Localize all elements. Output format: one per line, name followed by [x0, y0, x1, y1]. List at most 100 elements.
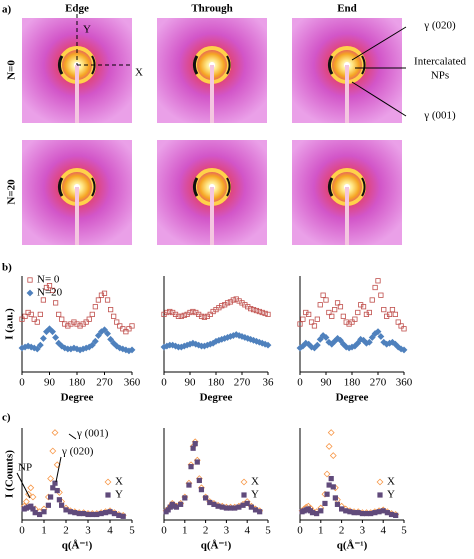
data-point — [389, 306, 396, 313]
data-point — [48, 494, 54, 500]
data-point — [201, 314, 208, 320]
annotation: γ (001) — [423, 110, 456, 122]
data-point — [211, 501, 217, 507]
data-point — [34, 319, 40, 325]
data-point — [190, 445, 196, 451]
data-point — [51, 429, 59, 437]
data-point — [368, 334, 376, 341]
row-label: N=0 — [6, 60, 18, 80]
x-tick-label: 0 — [19, 525, 25, 537]
data-point — [101, 290, 108, 296]
data-point — [374, 328, 382, 336]
annotation: NPs — [431, 70, 449, 82]
data-point — [326, 482, 332, 488]
data-point — [400, 346, 408, 354]
x-tick-label: 1 — [41, 525, 47, 537]
data-point — [332, 495, 338, 501]
data-point — [81, 510, 87, 517]
data-point — [248, 306, 254, 312]
data-point — [187, 309, 193, 316]
data-point — [314, 510, 320, 517]
data-point — [173, 504, 180, 510]
data-point — [89, 511, 95, 518]
data-point — [332, 306, 338, 313]
data-point — [67, 509, 73, 515]
data-point — [325, 442, 333, 450]
data-point — [54, 487, 60, 494]
x-tick-label: 0 — [297, 377, 303, 389]
data-point — [126, 326, 132, 332]
pattern-image — [22, 140, 132, 245]
data-point — [36, 341, 44, 349]
data-point — [178, 313, 184, 319]
panel-label: b) — [2, 262, 12, 274]
data-point — [91, 337, 99, 345]
data-point — [202, 495, 209, 501]
data-point — [188, 464, 194, 470]
data-point — [33, 345, 41, 353]
data-point — [116, 512, 122, 519]
data-point — [117, 323, 123, 329]
legend-label: N=20 — [37, 287, 63, 299]
data-point — [167, 308, 173, 315]
data-point — [120, 513, 126, 519]
data-point — [369, 297, 375, 303]
data-point — [329, 313, 335, 319]
data-point — [114, 319, 120, 325]
data-point — [325, 338, 333, 346]
data-point — [29, 493, 37, 501]
panel-label: a) — [2, 4, 12, 16]
x-axis-label: Degree — [61, 392, 94, 404]
panel-label: c) — [2, 412, 11, 424]
data-point — [314, 316, 320, 322]
data-point — [308, 319, 315, 325]
x-axis-label: q(Å⁻¹) — [337, 540, 368, 552]
data-point — [22, 498, 30, 506]
x-tick-label: 5 — [129, 525, 135, 537]
data-point — [326, 309, 332, 316]
legend-swatch — [377, 492, 383, 498]
data-point — [300, 316, 306, 322]
data-point — [252, 507, 259, 513]
data-point — [363, 510, 370, 517]
legend-label: Y — [387, 489, 395, 501]
data-point — [250, 306, 257, 313]
data-point — [94, 332, 102, 339]
data-point — [95, 297, 101, 303]
data-point — [323, 470, 331, 478]
legend-swatch — [105, 492, 111, 498]
data-point — [92, 304, 98, 310]
data-point — [327, 429, 335, 437]
annotation: Intercalated — [414, 56, 466, 68]
x-tick-label: 0 — [297, 525, 303, 537]
data-point — [72, 510, 78, 516]
data-point — [264, 341, 272, 349]
data-point — [31, 316, 37, 322]
data-point — [330, 484, 336, 490]
data-point — [58, 342, 66, 350]
x-tick-label: 36 — [263, 377, 275, 389]
data-point — [340, 313, 346, 319]
data-point — [107, 509, 113, 515]
axis-label: X — [135, 67, 143, 79]
data-point — [355, 309, 361, 316]
data-point — [108, 306, 114, 313]
data-point — [317, 302, 323, 308]
data-point — [76, 510, 82, 517]
data-point — [334, 300, 341, 306]
data-point — [329, 452, 337, 460]
data-point — [63, 507, 69, 513]
data-point — [343, 508, 349, 514]
x-tick-label: 1 — [318, 525, 324, 537]
legend-label: X — [251, 476, 259, 488]
data-point — [372, 284, 378, 291]
data-point — [376, 509, 382, 515]
data-point — [196, 477, 202, 484]
data-point — [359, 510, 366, 517]
data-point — [40, 297, 46, 303]
data-point — [232, 505, 238, 511]
data-point — [59, 502, 65, 508]
x-tick-label: 3 — [224, 525, 230, 537]
data-point — [52, 334, 60, 341]
